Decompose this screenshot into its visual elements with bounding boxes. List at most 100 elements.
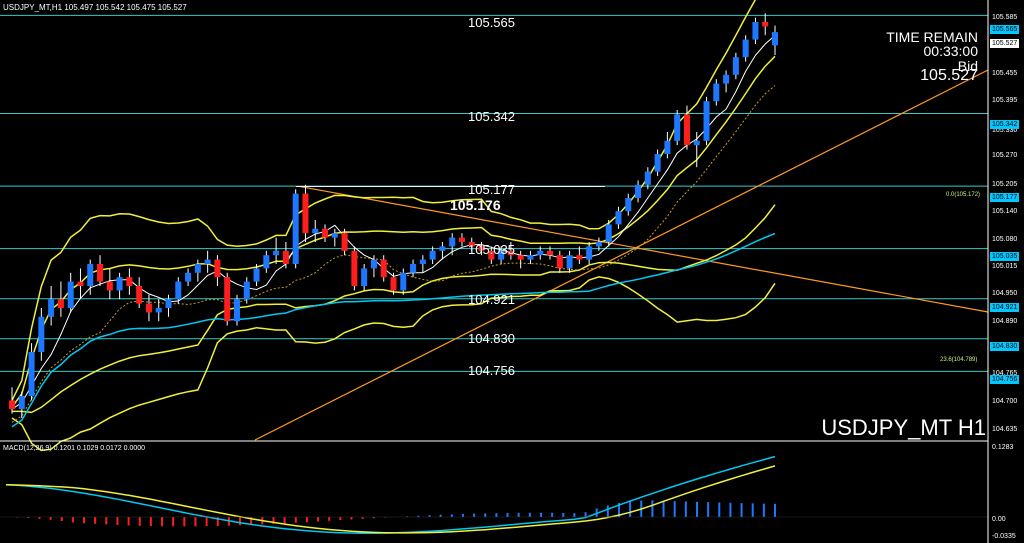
descending-trendline [299, 185, 989, 313]
level-price-box: 105.565 [990, 25, 1020, 34]
price-tick: 104.890 [992, 318, 1018, 325]
macd-panel [0, 455, 988, 534]
trend-lines [254, 69, 989, 441]
candle-body [527, 255, 534, 260]
level-label: 104.921 [468, 292, 515, 307]
candle-body [752, 22, 759, 40]
candle-body [566, 255, 573, 269]
level-price-box: 104.830 [990, 342, 1020, 351]
candle-body [282, 250, 289, 264]
candle-body [488, 250, 495, 260]
candle-body [703, 101, 710, 141]
candle-body [380, 259, 387, 278]
candle-body [772, 32, 778, 46]
candle-body [243, 281, 250, 300]
macd-axis-bottom: -0.0335 [992, 533, 1016, 540]
candle-body [18, 396, 25, 410]
candle-body [419, 259, 426, 264]
candle-body [28, 352, 35, 396]
candle-body [410, 264, 417, 273]
macd-axis-top: 0.1283 [992, 444, 1014, 451]
candle-body [194, 264, 201, 273]
level-price-box: 104.921 [990, 303, 1020, 312]
candle-body [214, 259, 221, 278]
price-tick: 105.585 [992, 14, 1018, 21]
candle-body [233, 299, 240, 322]
candle-body [615, 211, 622, 225]
candle-body [517, 255, 524, 260]
candle-body [322, 228, 329, 238]
level-label: 105.177 [468, 182, 515, 197]
price-tick: 104.765 [992, 370, 1018, 377]
lower-band-outer [11, 276, 776, 452]
candle-body [116, 277, 123, 291]
price-tick: 105.330 [992, 127, 1018, 134]
candle-body [106, 281, 113, 291]
upper-band-inner [11, 55, 776, 408]
candle-body [9, 400, 15, 410]
candle-body [595, 242, 602, 247]
candle-body [683, 114, 690, 146]
candle-body [732, 57, 739, 75]
time-remain-value: 00:33:00 [923, 43, 979, 59]
candle-body [48, 299, 55, 317]
time-remain: TIME REMAIN 00:33:00 [886, 30, 978, 58]
candle-body [576, 255, 583, 260]
level-price-box: 104.756 [990, 375, 1020, 384]
fib-label-mid: 23.6(104.789) [940, 357, 978, 363]
macd-axis-zero: 0.00 [992, 516, 1006, 523]
candle-body [586, 246, 593, 260]
macd-label: MACD(12,26,9) 0.1201 0.1029 0.0172 0.000… [3, 445, 146, 452]
price-tick: 105.080 [992, 236, 1018, 243]
candle-body [713, 83, 720, 102]
candle-body [429, 250, 436, 260]
level-price-box: 105.342 [990, 120, 1020, 129]
candle-body [263, 255, 270, 269]
level-label: 104.756 [468, 363, 515, 378]
indicator-bands [11, 0, 776, 452]
candle-body [312, 228, 319, 234]
candle-body [77, 281, 84, 286]
candle-body [498, 250, 505, 260]
ascending-trendline [254, 69, 989, 441]
candle-body [292, 193, 299, 264]
candle-body [165, 299, 172, 308]
candle-body [370, 259, 377, 269]
candle-body [674, 114, 681, 141]
level-price-box: 105.035 [990, 252, 1020, 261]
candle-body [625, 198, 632, 212]
fib-label-top: 0.0(105.172) [946, 192, 981, 198]
candle-body [449, 237, 456, 247]
candle-body [351, 250, 358, 286]
candle-body [145, 303, 152, 313]
candle-body [400, 272, 407, 291]
candle-body [97, 264, 104, 282]
candle-body [537, 250, 544, 256]
price-tick: 104.950 [992, 290, 1018, 297]
candle-body [67, 281, 74, 308]
candle-body [224, 277, 231, 322]
horizontal-levels [0, 14, 988, 372]
candle-body [458, 237, 465, 242]
dotted-ma [11, 85, 776, 423]
symbol-info: USDJPY_MT,H1 105.497 105.542 105.475 105… [3, 3, 187, 12]
candle-body [126, 277, 133, 286]
candle-body [331, 233, 338, 238]
bid-label: Bid [957, 58, 978, 74]
candle-body [253, 268, 260, 282]
candle-body [723, 74, 730, 84]
candle-body [390, 277, 397, 291]
level-label: 105.565 [468, 15, 515, 30]
candle-body [693, 140, 700, 146]
candle-body [507, 250, 514, 256]
candle-body [478, 246, 485, 251]
candle-body [175, 281, 182, 300]
level-label: 104.830 [468, 331, 515, 346]
candle-body [644, 171, 651, 185]
candle-body [439, 246, 446, 251]
price-tick: 104.635 [992, 426, 1018, 433]
bid-price-box: 105.527 [990, 39, 1020, 48]
candle-body [136, 286, 143, 304]
price-tick: 104.700 [992, 398, 1018, 405]
